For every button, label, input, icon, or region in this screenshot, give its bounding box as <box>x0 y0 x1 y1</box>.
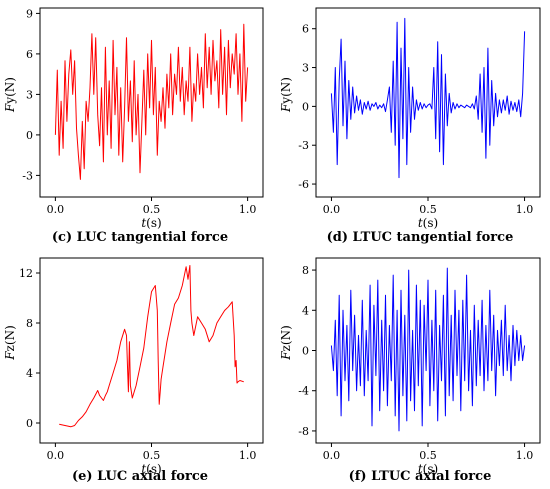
y-tick-label: -8 <box>298 425 309 438</box>
x-axis-label-unit: (s) <box>423 462 439 476</box>
x-tick-label: 0.0 <box>323 203 341 216</box>
x-tick-label: 1.0 <box>516 449 534 462</box>
y-tick-label: 9 <box>26 7 33 20</box>
y-axis-label: Fy(N) <box>279 77 293 113</box>
y-tick-label: -3 <box>298 139 309 152</box>
x-tick-label: 1.0 <box>239 449 257 462</box>
axes-frame <box>39 257 264 444</box>
panel-d: 0.0 0.5 1.0 -6 -3 0 3 6 t(s) Fy(N) (d) LTUC tangen… <box>279 7 541 245</box>
panel-caption: (d) LTUC tangential force <box>327 230 514 245</box>
y-tick-label: -4 <box>298 385 309 398</box>
series-line-0 <box>54 23 249 180</box>
x-tick-label: 0.0 <box>47 203 65 216</box>
y-tick-label: 4 <box>26 367 33 380</box>
x-axis-label-unit: (s) <box>146 462 162 476</box>
x-axis-label-symbol: t <box>141 462 146 476</box>
x-tick-label: 1.0 <box>239 203 257 216</box>
y-axis-label-symbol: F <box>3 351 17 361</box>
y-tick-label: 12 <box>19 267 33 280</box>
y-tick-label: 3 <box>302 62 309 75</box>
y-axis-label-unit: z(N) <box>279 325 293 351</box>
y-tick-label: 0 <box>302 345 309 358</box>
y-tick-label: 0 <box>26 129 33 142</box>
panel-f: 0.0 0.5 1.0 -8 -4 0 4 8 t(s) Fz(N) (f) LTUC axial … <box>279 257 541 484</box>
y-axis-label-unit: z(N) <box>3 325 17 351</box>
series-line-0 <box>330 17 526 179</box>
panel-c: 0.0 0.5 1.0 -3 0 3 6 9 t(s) Fy(N) (c) LUC tangenti… <box>3 7 264 245</box>
series-line-0 <box>59 265 244 428</box>
y-axis-label: Fz(N) <box>3 325 17 361</box>
y-axis-label: Fz(N) <box>279 325 293 361</box>
x-axis-label: t(s) <box>418 462 438 476</box>
x-axis-label-unit: (s) <box>423 216 439 230</box>
x-tick-label: 0.5 <box>419 449 437 462</box>
axes-frame <box>39 7 264 198</box>
y-tick-label: -6 <box>298 178 309 191</box>
y-tick-label: 8 <box>26 317 33 330</box>
x-axis-label-unit: (s) <box>146 216 162 230</box>
y-tick-label: 0 <box>26 417 33 430</box>
y-axis-label-unit: y(N) <box>3 77 17 105</box>
y-tick-label: 3 <box>26 88 33 101</box>
y-axis-label-symbol: F <box>279 351 293 361</box>
y-axis-label-symbol: F <box>3 103 17 113</box>
x-tick-label: 0.0 <box>323 449 341 462</box>
panel-caption: (f) LTUC axial force <box>349 469 492 484</box>
y-tick-label: 6 <box>26 48 33 61</box>
x-axis-label: t(s) <box>141 462 161 476</box>
panel-caption: (c) LUC tangential force <box>52 230 228 245</box>
x-tick-label: 0.5 <box>143 203 161 216</box>
panel-caption: (e) LUC axial force <box>72 469 208 484</box>
y-tick-label: 6 <box>302 23 309 36</box>
y-axis-label-symbol: F <box>279 103 293 113</box>
y-tick-label: 8 <box>302 264 309 277</box>
x-tick-label: 1.0 <box>516 203 534 216</box>
y-axis-label: Fy(N) <box>3 77 17 113</box>
x-tick-label: 0.5 <box>143 449 161 462</box>
y-tick-label: -3 <box>22 169 33 182</box>
x-axis-label-symbol: t <box>418 462 423 476</box>
series-line-0 <box>330 267 526 432</box>
x-tick-label: 0.0 <box>47 449 65 462</box>
x-axis-label: t(s) <box>141 216 161 230</box>
x-tick-label: 0.5 <box>419 203 437 216</box>
panel-e: 0.0 0.5 1.0 0 4 8 12 t(s) Fz(N) (e) LUC axial for… <box>3 257 264 484</box>
y-tick-label: 4 <box>302 304 309 317</box>
y-axis-label-unit: y(N) <box>279 77 293 105</box>
y-tick-label: 0 <box>302 100 309 113</box>
x-axis-label-symbol: t <box>141 216 146 230</box>
x-axis-label: t(s) <box>418 216 438 230</box>
x-axis-label-symbol: t <box>418 216 423 230</box>
